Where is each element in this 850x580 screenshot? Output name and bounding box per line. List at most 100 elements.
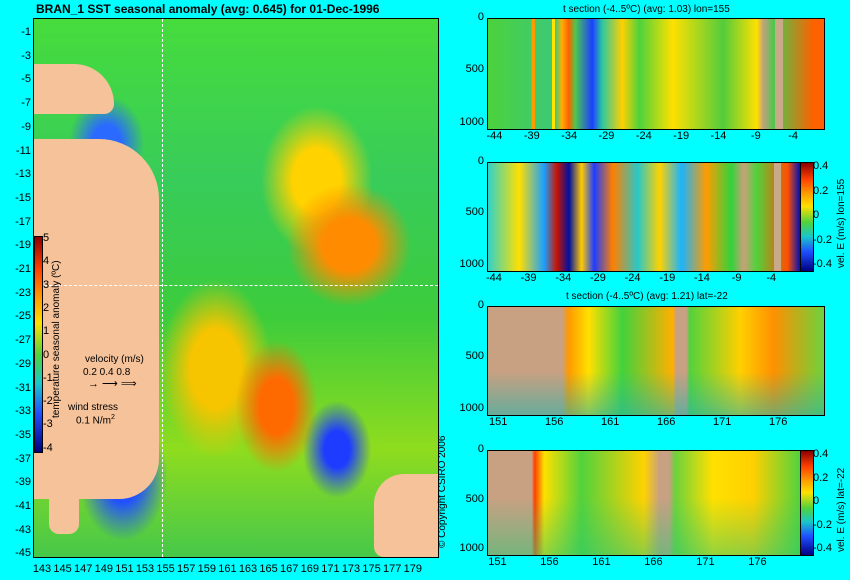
panel2-colorbar-tick: 0 [813,209,820,221]
map-x-tick: 175 [362,563,381,575]
panel4-y-tick: 500 [465,492,484,505]
temp-section-lat22 [487,306,825,416]
map-y-tick: -41 [15,500,31,512]
panel3-x-tick: 161 [601,416,620,428]
panel4-x-tick: 166 [644,556,663,568]
panel1-y-tick: 0 [477,11,484,23]
map-x-tick: 159 [197,563,216,575]
map-y-tick: -29 [15,357,31,370]
vel-colorbar-lon155 [800,162,814,272]
panel4-y-tick: 0 [477,443,484,455]
panel3-title: t section (-4..5ºC) (avg: 1.21) lat=-22 [566,291,728,302]
velocity-arrows-icon: → ⟶ ⟹ [88,378,137,390]
sst-colorbar-tick: 4 [43,255,50,268]
map-x-tick: 169 [300,563,319,575]
sst-colorbar-tick: 3 [43,278,50,291]
vel-section-lon155 [487,162,801,272]
map-y-tick: -9 [21,120,31,133]
sst-colorbar-tick: -3 [43,418,53,431]
panel2-y-tick: 0 [477,155,484,167]
panel4-x-tick: 176 [748,556,767,568]
map-y-tick: -39 [15,476,31,489]
panel1-x-tick: -29 [598,130,615,142]
map-x-tick: 167 [280,563,299,575]
sst-colorbar-tick: -4 [43,441,53,454]
panel1-y-tick: 1000 [459,115,484,128]
panel1-x-tick: -19 [673,130,690,142]
map-y-tick: -45 [15,547,31,560]
panel1-title: t section (-4..5ºC) (avg: 1.03) lon=155 [563,4,730,15]
map-y-tick: -7 [21,97,31,110]
map-y-tick: -35 [15,428,31,441]
panel1-x-tick: -44 [486,130,503,142]
panel2-colorbar-label: vel. E (m/s) lon=155 [836,178,847,268]
map-x-tick: 145 [53,563,72,575]
map-title: BRAN_1 SST seasonal anomaly (avg: 0.645)… [36,2,380,16]
map-x-tick: 155 [156,563,175,575]
sst-anomaly-map [33,18,439,558]
panel4-x-tick: 161 [592,556,611,568]
vel-section-lat22 [487,450,801,556]
sst-colorbar-tick: -2 [43,395,53,408]
panel4-x-tick: 156 [540,556,559,568]
panel2-x-tick: -14 [693,272,710,284]
panel2-x-tick: -24 [624,272,641,284]
panel3-y-tick: 0 [477,299,484,311]
map-x-tick: 149 [94,563,113,575]
panel1-x-tick: -14 [710,130,727,142]
sst-colorbar [34,236,43,453]
map-x-tick: 165 [259,563,278,575]
land-new-zealand [374,474,438,557]
map-y-tick: -3 [21,49,31,62]
map-y-tick: -31 [15,381,31,394]
velocity-legend-label: velocity (m/s) [85,354,144,365]
map-x-tick: 179 [403,563,422,575]
sst-colorbar-tick: 2 [43,301,50,314]
map-y-tick: -13 [15,168,31,181]
map-y-tick: -15 [15,191,31,204]
land-australia [34,139,159,499]
sst-colorbar-label: temperature seasonal anomaly (ºC) [51,260,62,418]
crosshair-horizontal [34,285,438,286]
panel2-x-tick: -44 [485,272,502,284]
sst-colorbar-tick: 5 [43,232,50,244]
map-x-tick: 173 [341,563,361,575]
panel1-x-tick: -4 [788,130,799,142]
map-x-tick: 157 [177,563,196,575]
map-y-tick: -37 [15,452,31,465]
panel4-colorbar-tick: 0.4 [813,448,829,460]
map-y-tick: -5 [21,73,31,86]
panel2-x-tick: -19 [659,272,676,284]
map-x-tick: 143 [32,563,52,575]
map-x-tick: 177 [383,563,402,575]
sst-colorbar-tick: -1 [43,371,53,384]
panel4-y-tick: 1000 [459,542,484,555]
panel1-y-tick: 500 [465,63,484,76]
panel4-x-tick: 171 [696,556,715,568]
panel1-x-tick: -24 [635,130,652,142]
crosshair-vertical [162,19,163,557]
land-png [34,64,114,114]
temp-section-lon155 [487,18,825,130]
map-x-tick: 151 [115,563,134,575]
map-x-tick: 163 [238,563,258,575]
panel3-x-tick: 151 [489,416,508,428]
velocity-legend-values: 0.2 0.4 0.8 [83,367,131,378]
map-x-tick: 171 [321,563,340,575]
panel2-colorbar-tick: -0.4 [813,258,832,270]
wind-legend-label: wind stress [68,402,119,413]
map-y-tick: -23 [15,286,31,299]
wind-legend-value: 0.1 N/m2 [76,414,115,427]
panel2-x-tick: -9 [731,272,742,284]
vel-colorbar-lat22 [800,450,814,556]
map-x-tick: 153 [135,563,155,575]
map-y-tick: -19 [15,239,31,252]
map-y-tick: -1 [21,26,31,38]
panel2-y-tick: 1000 [459,257,484,270]
panel1-x-tick: -34 [561,130,578,142]
panel4-colorbar-tick: 0 [813,495,820,507]
panel3-y-tick: 500 [465,350,484,363]
panel3-y-tick: 1000 [459,401,484,414]
map-x-tick: 161 [218,563,237,575]
panel2-colorbar-tick: 0.4 [813,160,829,172]
